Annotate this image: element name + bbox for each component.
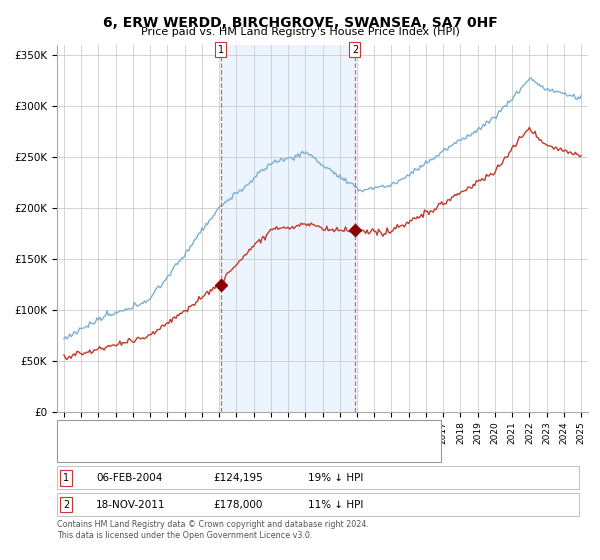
FancyBboxPatch shape [57,466,579,489]
Text: HPI: Average price, detached house, Swansea: HPI: Average price, detached house, Swan… [95,445,320,455]
Text: Contains HM Land Registry data © Crown copyright and database right 2024.
This d: Contains HM Land Registry data © Crown c… [57,520,369,540]
Text: Price paid vs. HM Land Registry's House Price Index (HPI): Price paid vs. HM Land Registry's House … [140,27,460,37]
FancyBboxPatch shape [57,493,579,516]
Text: 19% ↓ HPI: 19% ↓ HPI [308,473,363,483]
Text: 2: 2 [352,45,358,55]
Text: £178,000: £178,000 [214,500,263,510]
Text: 2: 2 [63,500,70,510]
Text: 1: 1 [218,45,224,55]
Text: 06-FEB-2004: 06-FEB-2004 [96,473,163,483]
Text: 6, ERW WERDD, BIRCHGROVE, SWANSEA, SA7 0HF: 6, ERW WERDD, BIRCHGROVE, SWANSEA, SA7 0… [103,16,497,30]
Text: £124,195: £124,195 [214,473,263,483]
Text: 18-NOV-2011: 18-NOV-2011 [96,500,166,510]
Bar [221,45,355,412]
FancyBboxPatch shape [57,420,441,462]
Text: 6, ERW WERDD, BIRCHGROVE, SWANSEA, SA7 0HF (detached house): 6, ERW WERDD, BIRCHGROVE, SWANSEA, SA7 0… [95,427,433,437]
Text: 1: 1 [64,473,70,483]
Text: 11% ↓ HPI: 11% ↓ HPI [308,500,363,510]
